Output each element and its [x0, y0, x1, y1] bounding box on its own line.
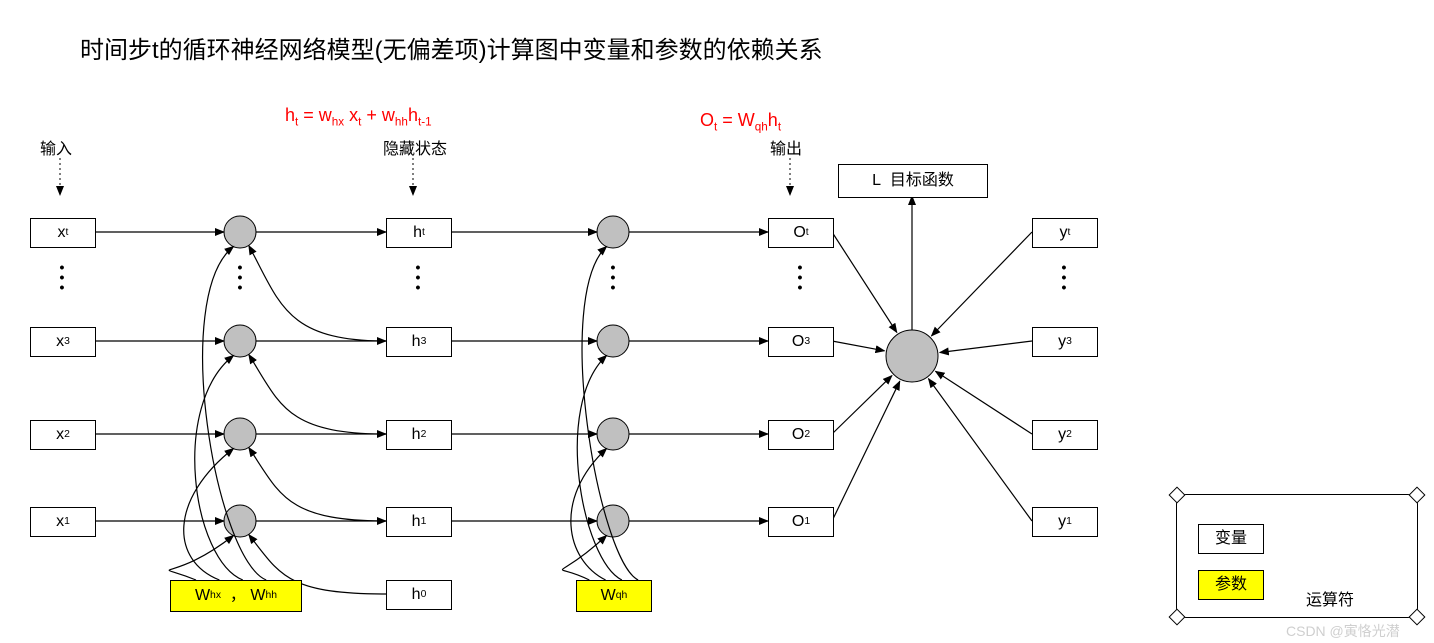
- o-op-r2: [597, 418, 629, 450]
- dots-y: •••: [1059, 262, 1069, 292]
- annot-input: 输入: [40, 135, 72, 159]
- dots-o: •••: [795, 262, 805, 292]
- watermark: CSDN @寅恪光潜: [1286, 621, 1400, 641]
- annot-output: 输出: [770, 135, 802, 159]
- x-r1: x1: [30, 507, 96, 537]
- legend-op-label: 运算符: [1306, 586, 1354, 610]
- h-op-r2: [224, 418, 256, 450]
- param-whx-whh: Whx ， Whh: [170, 580, 302, 612]
- o-t: Ot: [768, 218, 834, 248]
- h-op-r3: [224, 325, 256, 357]
- y-t: yt: [1032, 218, 1098, 248]
- legend-variable: 变量: [1198, 524, 1264, 554]
- o-op-r3: [597, 325, 629, 357]
- h-r3: h3: [386, 327, 452, 357]
- h-r1: h1: [386, 507, 452, 537]
- param-wqh: Wqh: [576, 580, 652, 612]
- dots-h: •••: [413, 262, 423, 292]
- o-r3: O3: [768, 327, 834, 357]
- annot-hidden: 隐藏状态: [383, 135, 447, 159]
- y-r3: y3: [1032, 327, 1098, 357]
- y-r2: y2: [1032, 420, 1098, 450]
- x-t: xt: [30, 218, 96, 248]
- dots-x: •••: [57, 262, 67, 292]
- h-r2: h2: [386, 420, 452, 450]
- y-r1: y1: [1032, 507, 1098, 537]
- diagram-title: 时间步t的循环神经网络模型(无偏差项)计算图中变量和参数的依赖关系: [80, 30, 823, 65]
- formula-hidden: ht = whx xt + whhht-1: [285, 105, 432, 129]
- formula-output: Ot = Wqhht: [700, 110, 781, 134]
- loss-node: [886, 330, 938, 382]
- o-r2: O2: [768, 420, 834, 450]
- h-op-t: [224, 216, 256, 248]
- h-0: h0: [386, 580, 452, 610]
- o-r1: O1: [768, 507, 834, 537]
- o-op-r1: [597, 505, 629, 537]
- x-r2: x2: [30, 420, 96, 450]
- h-t: ht: [386, 218, 452, 248]
- o-op-t: [597, 216, 629, 248]
- x-r3: x3: [30, 327, 96, 357]
- h-op-r1: [224, 505, 256, 537]
- legend-param: 参数: [1198, 570, 1264, 600]
- loss-box: L 目标函数: [838, 164, 988, 198]
- dots-o-op: •••: [608, 262, 618, 292]
- dots-h-op: •••: [235, 262, 245, 292]
